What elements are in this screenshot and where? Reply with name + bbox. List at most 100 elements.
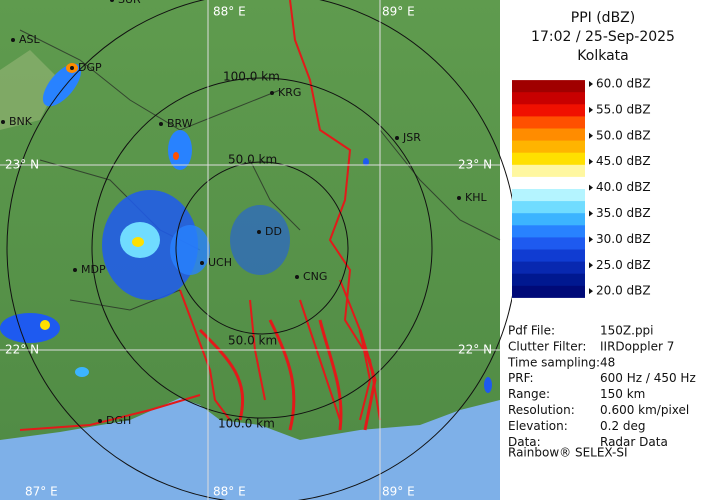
ring-label: 100.0 km [223, 70, 280, 84]
color-band [512, 164, 585, 178]
place-label: ASL [19, 33, 41, 46]
grid-label: 89° E [382, 5, 415, 19]
color-band [512, 273, 585, 287]
color-band [512, 213, 585, 226]
info-key: Pdf File: [508, 324, 555, 338]
place-label: DGP [78, 61, 102, 74]
grid-label: 88° E [213, 485, 246, 499]
place-label: SUR [118, 0, 141, 6]
place-dot [457, 196, 461, 200]
place-dot [11, 38, 15, 42]
place-label: BRW [167, 117, 193, 130]
place-label: KHL [465, 191, 487, 204]
grid-label: 88° E [213, 5, 246, 19]
info-key: Time sampling:48 [507, 355, 615, 369]
legend-panel: PPI (dBZ) 17:02 / 25-Sep-2025 Kolkata Ra… [507, 10, 696, 460]
grid-label: 89° E [382, 485, 415, 499]
place-label: KRG [278, 86, 301, 99]
tick-arrow [589, 81, 593, 87]
info-key: Range: [508, 387, 550, 401]
highland [0, 50, 60, 130]
color-band [512, 285, 585, 299]
info-key: PRF: [508, 371, 534, 385]
tick-arrow [589, 106, 593, 113]
tick-arrow [589, 184, 593, 191]
place-label: DGH [106, 414, 131, 427]
place-label: DD [265, 225, 282, 238]
color-band [512, 189, 585, 202]
legend-label: 25.0 dBZ [596, 258, 651, 272]
tick-arrow [589, 158, 593, 165]
color-band [512, 116, 585, 129]
rivers [198, 319, 377, 431]
legend-title: PPI (dBZ) [571, 10, 635, 26]
legend-label: 50.0 dBZ [596, 128, 651, 142]
legend-label: 30.0 dBZ [596, 232, 651, 246]
place-dot [70, 66, 74, 70]
tick-arrow [589, 262, 593, 269]
tick-arrow [589, 210, 593, 217]
grid-label: 23° N [5, 158, 39, 172]
place-label: JSR [402, 131, 421, 144]
color-band [512, 104, 585, 117]
place-dot [295, 275, 299, 279]
grid-label: 23° N [458, 158, 492, 172]
color-band [512, 297, 585, 311]
legend-time: 17:02 / 25-Sep-2025 [531, 29, 675, 45]
color-band [512, 237, 585, 250]
place-dot [98, 419, 102, 423]
info-value: 150Z.ppi [600, 324, 654, 338]
place-dot [110, 0, 114, 2]
color-band [512, 80, 585, 93]
color-band [512, 92, 585, 105]
color-band [512, 225, 585, 238]
info-key: Elevation: [508, 419, 568, 433]
info-value: 0.2 deg [600, 419, 646, 433]
color-band [512, 68, 585, 81]
graticule [0, 0, 500, 500]
info-value: 0.600 km/pixel [600, 403, 689, 417]
info-value: IIRDoppler 7 [600, 339, 674, 353]
place-label: MDP [81, 263, 106, 276]
grid-label: 22° N [5, 343, 39, 357]
legend-label: 20.0 dBZ [596, 284, 651, 298]
place-dot [200, 261, 204, 265]
color-band [512, 261, 585, 275]
ring-label: 50.0 km [228, 153, 277, 167]
color-band [512, 201, 585, 214]
grid-label: 22° N [458, 343, 492, 357]
tick-arrow [589, 132, 593, 139]
info-key: Clutter Filter: [508, 339, 586, 353]
map: 88° E 89° E 87° E 88° E 89° E 23° N 22° N 23° N… [0, 0, 518, 500]
place-label: BNK [9, 115, 33, 128]
sea [0, 398, 500, 500]
grid-label: 87° E [25, 485, 58, 499]
info-value: 600 Hz / 450 Hz [600, 371, 696, 385]
legend-label: 55.0 dBZ [596, 102, 651, 116]
place-dot [270, 91, 274, 95]
color-band [512, 128, 585, 142]
place-dot [73, 268, 77, 272]
color-band [512, 176, 585, 190]
place-dot [395, 136, 399, 140]
tick-arrow [589, 288, 593, 295]
echoes [0, 63, 492, 393]
place-label: CNG [303, 270, 327, 283]
ring-label: 50.0 km [228, 334, 277, 348]
footer: Rainbow® SELEX-SI [508, 446, 628, 460]
tick-arrow [589, 236, 593, 243]
info-key: Data: [508, 435, 541, 449]
legend-label: 45.0 dBZ [596, 154, 651, 168]
legend-label: 60.0 dBZ [596, 77, 651, 91]
place-label: UCH [208, 256, 232, 269]
info-value: Radar Data [600, 435, 668, 449]
legend-station: Kolkata [577, 48, 628, 64]
color-band [512, 249, 585, 263]
place-dot [257, 230, 261, 234]
info-key: Resolution: [508, 403, 575, 417]
place-dot [159, 122, 163, 126]
place-dot [1, 120, 5, 124]
info-value: 150 km [600, 387, 645, 401]
